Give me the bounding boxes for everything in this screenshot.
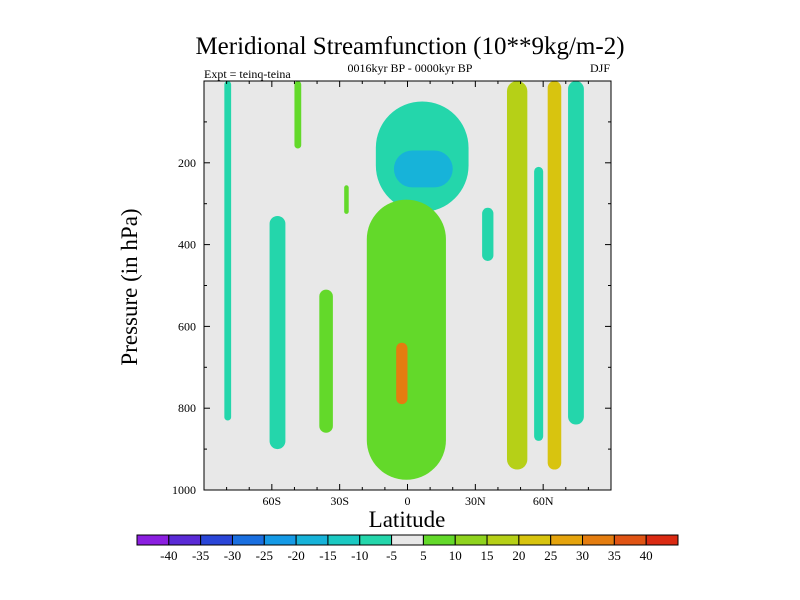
x-tick-label: 60S	[262, 494, 281, 508]
y-tick-label: 1000	[172, 483, 196, 497]
contour-regions	[224, 81, 584, 480]
region-sh-30s-band	[319, 289, 333, 433]
colorbar-bin	[613, 534, 647, 546]
region-nh-45n-band	[506, 81, 528, 470]
colorbar-label: 20	[512, 548, 525, 563]
region-eq-upper-core	[393, 150, 453, 188]
x-axis-label: Latitude	[369, 507, 446, 532]
plot-area: 60S 30S 0 30N 60N 200 400 600 800 1000	[172, 80, 612, 508]
season-label: DJF	[590, 61, 610, 75]
colorbar-bin	[454, 534, 488, 546]
colorbar-bin	[327, 534, 361, 546]
colorbar-bin	[645, 534, 679, 546]
x-tick-label: 30S	[330, 494, 349, 508]
colorbar-label: -25	[256, 548, 273, 563]
region-nh-30n-sliver	[482, 207, 494, 261]
x-tick-label: 0	[405, 494, 411, 508]
region-hadley-cell	[366, 199, 446, 480]
region-sh-60s-band	[269, 215, 286, 450]
colorbar-bin	[391, 534, 424, 546]
colorbar-label: 30	[576, 548, 589, 563]
region-sh-small-upper	[294, 81, 302, 149]
colorbar-label: 10	[449, 548, 462, 563]
x-tick-label: 60N	[533, 494, 554, 508]
colorbar-label: 40	[640, 548, 653, 563]
colorbar-label: 35	[608, 548, 621, 563]
colorbar-bin	[486, 534, 520, 546]
colorbar-label: -35	[192, 548, 209, 563]
y-tick-label: 800	[178, 401, 196, 415]
region-hadley-core	[396, 342, 408, 405]
colorbar-label: 25	[544, 548, 557, 563]
chart-subtitle: 0016kyr BP - 0000kyr BP	[348, 61, 473, 75]
region-nh-70n-band	[568, 81, 584, 425]
colorbar-bin	[582, 534, 615, 546]
y-axis-label: Pressure (in hPa)	[117, 208, 142, 365]
colorbar-label: -40	[160, 548, 177, 563]
colorbar-bin	[231, 534, 265, 546]
y-axis: 200 400 600 800 1000	[172, 121, 611, 497]
colorbar-label: 15	[481, 548, 494, 563]
colorbar-bin	[518, 534, 552, 546]
colorbar-bin	[550, 534, 584, 546]
chart-title: Meridional Streamfunction (10**9kg/m-2)	[195, 33, 624, 60]
region-sh-polar-upper	[224, 81, 232, 421]
colorbar-label: -30	[224, 548, 241, 563]
colorbar-label: -15	[319, 548, 336, 563]
colorbar-bin	[263, 534, 297, 546]
colorbar-bin	[200, 534, 233, 546]
region-nh-60n-band	[547, 81, 562, 470]
colorbar-bin	[295, 534, 329, 546]
region-nh-55n-band	[534, 166, 544, 441]
colorbar-label: -5	[386, 548, 397, 563]
colorbar-bin	[422, 534, 456, 546]
y-tick-label: 200	[178, 156, 196, 170]
colorbar-bin	[359, 534, 393, 546]
colorbar-label: 5	[420, 548, 427, 563]
colorbar-label: -20	[287, 548, 304, 563]
colorbar-label: -10	[351, 548, 368, 563]
x-axis: 60S 30S 0 30N 60N	[226, 81, 589, 508]
colorbar-bin	[168, 534, 202, 546]
y-tick-label: 600	[178, 319, 196, 333]
x-tick-label: 30N	[465, 494, 486, 508]
y-tick-label: 400	[178, 238, 196, 252]
region-sh-upper-sliver	[344, 185, 349, 214]
colorbar-bin	[136, 534, 170, 546]
colorbar: -40 -35 -30 -25 -20 -15 -10 -5 5 10 15 20 25 30 35 40	[136, 534, 679, 563]
experiment-label: Expt = teinq-teina	[204, 67, 291, 81]
